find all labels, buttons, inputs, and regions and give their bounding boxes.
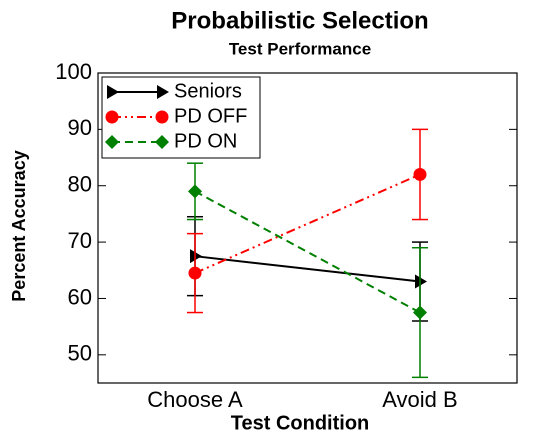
data-point xyxy=(190,249,202,264)
legend-label: PD OFF xyxy=(174,105,247,127)
y-tick-label: 50 xyxy=(68,341,92,366)
y-axis-label: Percent Accuracy xyxy=(9,150,29,301)
x-tick-label: Avoid B xyxy=(382,387,457,412)
data-point xyxy=(415,274,427,289)
legend-marker xyxy=(105,135,119,149)
legend-box xyxy=(101,76,261,159)
series-line xyxy=(194,190,421,314)
legend-marker xyxy=(107,85,119,99)
x-tick-label: Choose A xyxy=(147,387,243,412)
series-line xyxy=(194,255,421,283)
series-line xyxy=(194,173,421,275)
plot-frame xyxy=(97,72,518,384)
y-tick-label: 100 xyxy=(55,59,92,84)
y-tick-label: 80 xyxy=(68,172,92,197)
chart-subtitle: Test Performance xyxy=(229,39,371,58)
legend-marker xyxy=(157,85,169,99)
legend-marker xyxy=(155,135,169,149)
data-point xyxy=(188,184,202,199)
y-tick-label: 70 xyxy=(68,228,92,253)
y-tick-label: 60 xyxy=(68,284,92,309)
y-tick-label: 90 xyxy=(68,115,92,140)
x-axis-label: Test Condition xyxy=(231,412,370,434)
legend-label: Seniors xyxy=(174,80,242,102)
data-point xyxy=(413,167,427,181)
legend-label: PD ON xyxy=(174,130,237,152)
legend-marker xyxy=(155,110,169,124)
data-point xyxy=(413,305,427,320)
data-point xyxy=(188,266,202,280)
chart-title: Probabilistic Selection xyxy=(171,7,428,34)
legend-marker xyxy=(105,110,119,124)
